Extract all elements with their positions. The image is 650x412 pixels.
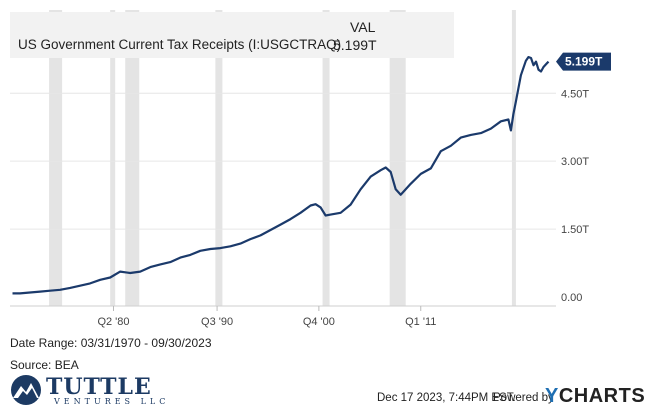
- ycharts-logo-text: CHARTS: [558, 385, 646, 407]
- date-range: Date Range: 03/31/1970 - 09/30/2023: [10, 336, 212, 350]
- x-tick-label-1: Q3 '90: [201, 316, 233, 328]
- recession-band-3: [215, 10, 223, 306]
- ycharts-logo-y: Y: [545, 385, 559, 407]
- source-note: Source: BEA: [10, 358, 79, 372]
- recession-band-1: [110, 10, 116, 306]
- last-value-flag-shape: [556, 52, 611, 71]
- y-tick-label-2: 3.00T: [561, 156, 589, 168]
- recession-band-5: [389, 10, 406, 306]
- legend-panel: [10, 12, 454, 58]
- series-line-tax-receipts: [12, 56, 550, 295]
- legend-series-value: 5.199T: [333, 37, 377, 53]
- x-tick-label-3: Q1 '11: [405, 316, 436, 328]
- x-axis-ticks: Q2 '80 Q3 '90 Q4 '00 Q1 '11: [97, 306, 436, 328]
- recession-band-2: [125, 10, 140, 306]
- legend-series-name[interactable]: US Government Current Tax Receipts (I:US…: [18, 37, 342, 52]
- tuttle-logo-icon: [11, 375, 41, 405]
- brand-subtitle: VENTURES LLC: [54, 397, 170, 406]
- gridlines: [10, 92, 556, 230]
- recession-bands: [49, 10, 516, 306]
- legend-column-header: VAL: [350, 19, 376, 35]
- last-value-label: 5.199T: [565, 55, 603, 69]
- x-tick-label-0: Q2 '80: [97, 316, 129, 328]
- x-tick-label-2: Q4 '00: [303, 316, 335, 328]
- y-tick-label-0: 0.00: [561, 292, 582, 304]
- y-tick-label-1: 1.50T: [561, 224, 589, 236]
- timestamp: Dec 17 2023, 7:44PM EST.: [377, 392, 516, 404]
- y-tick-label-3: 4.50T: [561, 88, 589, 100]
- brand-name: TUTTLE: [46, 374, 152, 400]
- y-axis-ticks: 0.00 1.50T 3.00T 4.50T: [561, 88, 589, 304]
- recession-band-6: [511, 10, 516, 306]
- recession-band-4: [322, 10, 330, 306]
- ycharts-logo[interactable]: YCHARTS: [545, 385, 645, 408]
- last-value-flag: 5.199T: [556, 52, 611, 71]
- recession-band-0: [49, 10, 63, 306]
- powered-by-text: Powered by: [493, 392, 554, 404]
